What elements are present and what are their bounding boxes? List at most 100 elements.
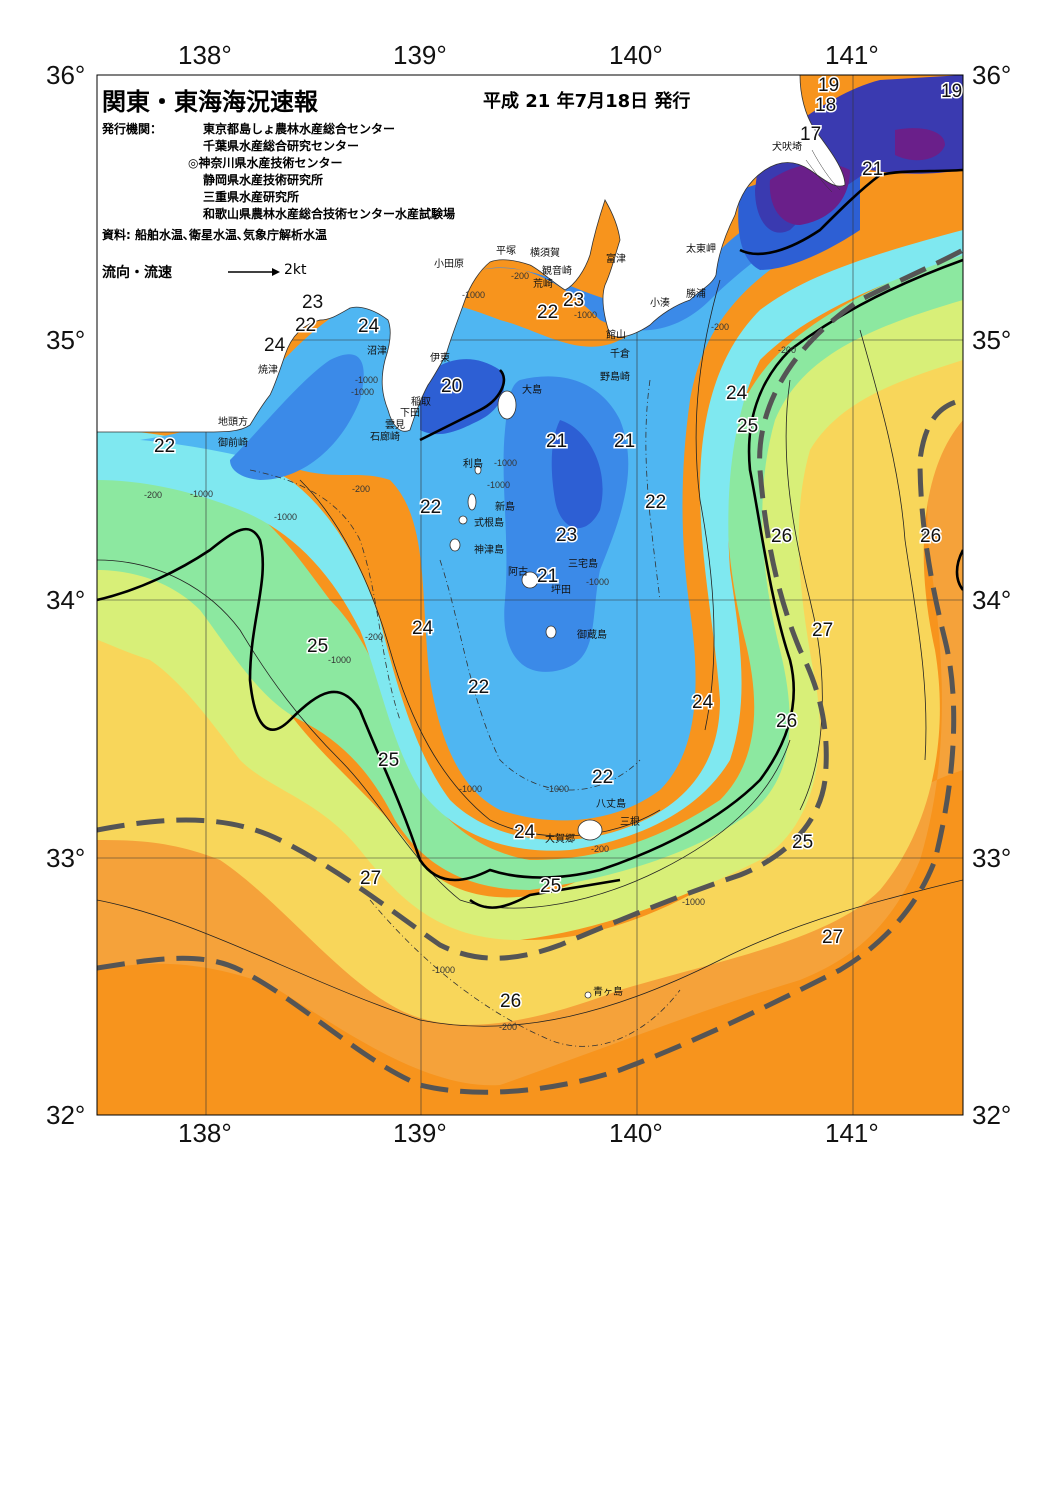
place-label: 荒崎	[533, 277, 553, 290]
depth-label: -1000	[487, 480, 510, 490]
isotherm-label: 22	[154, 436, 175, 457]
place-label: 観音崎	[542, 264, 572, 277]
place-label: 下田	[400, 408, 420, 419]
lon-top-138: 138°	[178, 40, 232, 70]
issuer-1: 千葉県水産総合研究センター	[203, 139, 360, 153]
depth-label: -1000	[274, 512, 297, 522]
depth-label: -200	[352, 484, 370, 494]
zone-17	[769, 128, 945, 225]
island-shikinejima	[458, 515, 468, 525]
lat-right-34: 34°	[972, 585, 1012, 615]
depth-label: -1000	[494, 458, 517, 468]
isotherm-label: 21	[546, 431, 567, 452]
isotherm-label: 19	[941, 81, 962, 102]
zone-23	[97, 230, 963, 851]
place-label: 阿古	[508, 565, 528, 578]
place-label: 式根島	[474, 516, 504, 529]
depth-label: -1000	[432, 965, 455, 975]
place-label: 坪田	[551, 583, 571, 596]
depth-label: -1000	[586, 577, 609, 587]
isotherm-label: 18	[815, 95, 836, 116]
lon-bottom-141: 141°	[825, 1118, 879, 1148]
place-label: 沼津	[367, 344, 387, 357]
isotherm-label: 25	[737, 416, 758, 437]
place-label: 石廊崎	[370, 430, 400, 443]
isotherm-label: 26	[776, 711, 797, 732]
zone-20	[420, 173, 860, 529]
lat-right-35: 35°	[972, 325, 1012, 355]
isotherm-label: 24	[726, 383, 748, 404]
place-label: 八丈島	[596, 797, 626, 810]
issuer-3: 静岡県水産技術研究所	[203, 173, 324, 187]
issuer-4: 三重県水産研究所	[203, 190, 300, 204]
depth-label: -200	[778, 345, 796, 355]
place-label: 千倉	[610, 347, 630, 360]
zone-25	[97, 290, 963, 940]
issuer-label: 発行機関：	[102, 122, 163, 136]
isotherm-label: 22	[468, 677, 489, 698]
island-oshima	[497, 390, 517, 420]
legend-arrow-head	[272, 268, 280, 276]
place-label: 御前崎	[218, 436, 248, 449]
island-mikurajima	[545, 625, 557, 639]
isotherm-label: 27	[360, 868, 381, 889]
isotherm-20-izu	[419, 369, 506, 442]
zone-26	[97, 270, 963, 1025]
isotherm-label: 22	[537, 302, 558, 323]
isotherm-21-north	[739, 168, 963, 256]
island-aogashima	[584, 991, 592, 999]
map-title: 関東・東海海況速報	[102, 88, 318, 116]
depth-label: -200	[144, 490, 162, 500]
isotherm-25-lower	[469, 878, 621, 909]
depth-label: -200	[511, 271, 529, 281]
legend-speed: 2kt	[284, 262, 307, 278]
kuroshio-axis-inner	[97, 247, 963, 961]
place-label: 三根	[620, 815, 640, 828]
island-hachijojima	[577, 819, 603, 841]
lon-bottom-139: 139°	[393, 1118, 447, 1148]
isotherm-label: 21	[537, 566, 558, 587]
place-label: 神津島	[474, 543, 504, 556]
data-source: 資料: 船舶水温､衛星水温､気象庁解析水温	[102, 228, 327, 242]
place-label: 平塚	[496, 245, 516, 257]
place-label: 勝浦	[686, 287, 706, 300]
place-label: 館山	[606, 328, 626, 341]
place-label: 稲取	[411, 396, 431, 408]
isotherm-label: 26	[771, 526, 792, 547]
lon-bottom-138: 138°	[178, 1118, 232, 1148]
depth-label: -200	[591, 844, 609, 854]
isotherm-label: 24	[264, 335, 286, 356]
isotherm-label: 25	[540, 876, 561, 897]
place-label: 大島	[522, 383, 542, 396]
place-label: 雲見	[385, 419, 405, 431]
island-kozushima	[449, 538, 461, 552]
depth-label: -1000	[546, 784, 569, 794]
land-kanto-tokai	[97, 75, 846, 433]
isotherm-label: 24	[358, 316, 380, 337]
isotherm-label: 25	[792, 832, 813, 853]
depth-label: -1000	[459, 784, 482, 794]
issue-date: 平成 21 年7月18日 発行	[483, 91, 691, 112]
isotherm-label: 27	[812, 620, 833, 641]
depth-label: -200	[711, 322, 729, 332]
depth-label: -1000	[574, 310, 597, 320]
isotherm-label: 22	[420, 497, 441, 518]
depth-label: -200	[365, 632, 383, 642]
isotherm-26-east	[955, 549, 963, 591]
place-label: 富津	[606, 252, 626, 265]
lat-right-32: 32°	[972, 1100, 1012, 1130]
isotherm-label: 22	[645, 492, 666, 513]
place-label: 御蔵島	[577, 628, 607, 641]
isotherm-label: 22	[295, 315, 316, 336]
lon-bottom-140: 140°	[609, 1118, 663, 1148]
place-label: 野島崎	[600, 370, 630, 383]
isotherm-label: 25	[307, 636, 328, 657]
depth-label: -1000	[351, 387, 374, 397]
isotherm-label: 23	[556, 525, 577, 546]
depth-label: -1000	[328, 655, 351, 665]
place-label: 太東岬	[686, 242, 716, 255]
place-label: 横須賀	[530, 246, 560, 259]
lon-top-141: 141°	[825, 40, 879, 70]
legend-label: 流向・流速	[102, 265, 172, 281]
